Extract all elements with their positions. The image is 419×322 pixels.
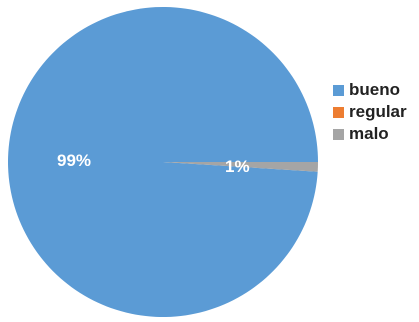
legend-swatch-regular <box>333 106 344 118</box>
legend-item-malo: malo <box>333 123 407 145</box>
legend-item-bueno: bueno <box>333 79 407 101</box>
legend-item-regular: regular <box>333 101 407 123</box>
legend-swatch-bueno <box>333 84 344 96</box>
legend-swatch-malo <box>333 128 344 140</box>
legend-label-regular: regular <box>349 102 407 121</box>
slice-bueno <box>7 7 318 318</box>
legend-label-malo: malo <box>349 124 389 143</box>
slice-malo <box>163 162 318 172</box>
data-label-malo: 1% <box>225 157 250 176</box>
legend-label-bueno: bueno <box>349 80 400 99</box>
chart-legend: bueno regular malo <box>333 79 407 145</box>
data-label-bueno: 99% <box>57 151 91 170</box>
